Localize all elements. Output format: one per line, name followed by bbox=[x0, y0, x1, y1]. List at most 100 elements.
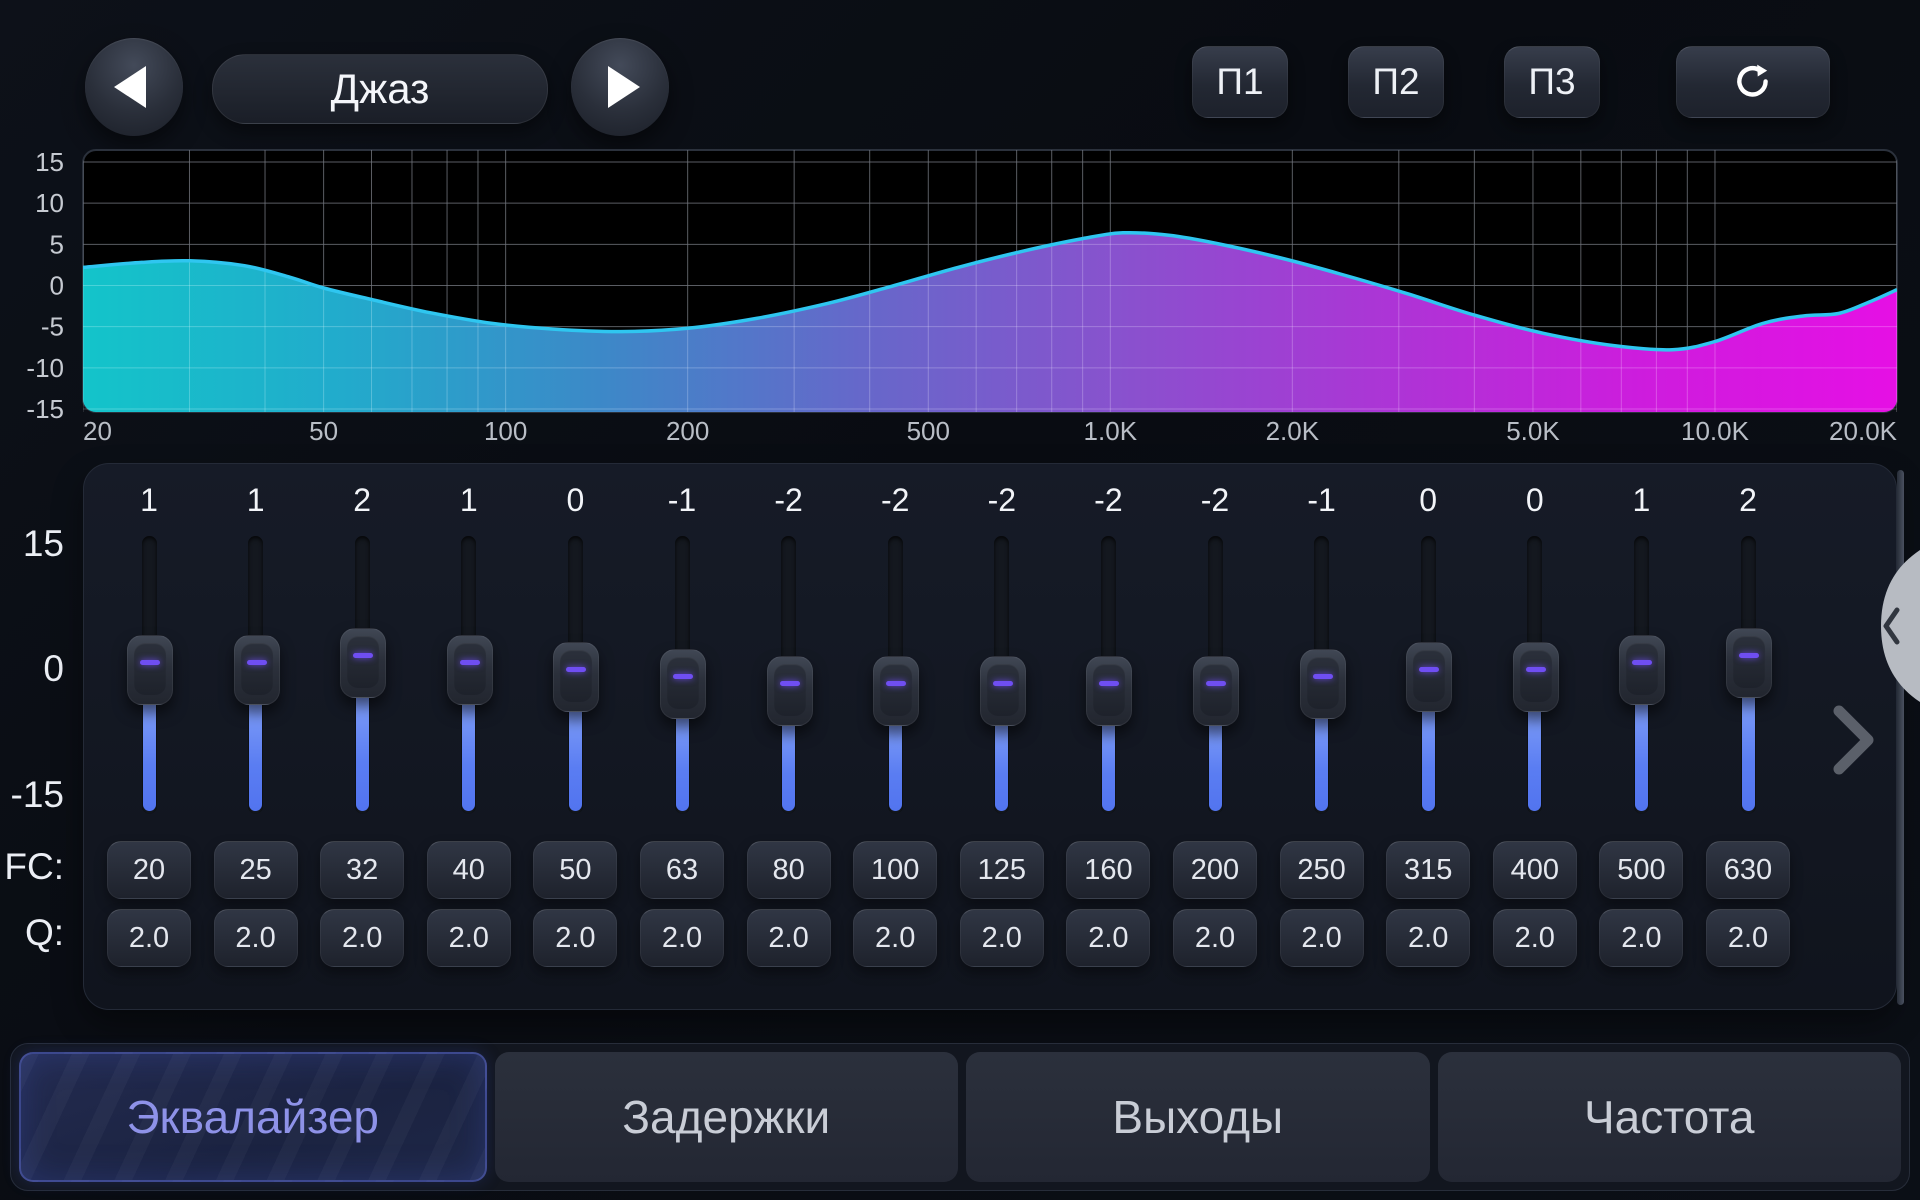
band-11-gain-value: -2 bbox=[1200, 482, 1230, 518]
band-9-gain-value: -2 bbox=[987, 482, 1017, 518]
preset-name-display[interactable]: Джаз bbox=[212, 54, 548, 124]
band-8-fc-button[interactable]: 100 bbox=[853, 841, 938, 899]
band-9-fc-button[interactable]: 125 bbox=[959, 841, 1044, 899]
band-9-slider-thumb[interactable] bbox=[979, 656, 1026, 726]
band-12-fc-button[interactable]: 250 bbox=[1279, 841, 1364, 899]
thumb-dash-icon bbox=[992, 681, 1013, 686]
panel-edge-highlight bbox=[1897, 470, 1904, 1005]
previous-preset-button[interactable] bbox=[85, 38, 183, 136]
reset-button[interactable] bbox=[1676, 46, 1830, 118]
band-1-q-button[interactable]: 2.0 bbox=[107, 909, 191, 967]
thumb-inner bbox=[1413, 650, 1446, 702]
slider-scale-zero: 0 bbox=[43, 648, 64, 689]
band-3-q-button[interactable]: 2.0 bbox=[320, 909, 405, 967]
band-12-gain-value: -1 bbox=[1307, 482, 1336, 518]
band-15-q-button[interactable]: 2.0 bbox=[1599, 909, 1684, 967]
tab-frequency[interactable]: Частота bbox=[1437, 1052, 1901, 1182]
band-6-q-button[interactable]: 2.0 bbox=[640, 909, 724, 967]
thumb-dash-icon bbox=[673, 674, 693, 679]
band-6-slider-thumb[interactable] bbox=[660, 649, 706, 719]
band-5-gain-value: 0 bbox=[566, 482, 585, 518]
preset-slot-2-label: П2 bbox=[1372, 61, 1420, 102]
band-4-q-button[interactable]: 2.0 bbox=[426, 909, 511, 967]
preset-slot-1-button[interactable]: П1 bbox=[1192, 46, 1288, 118]
band-7-fc-button[interactable]: 80 bbox=[746, 841, 831, 899]
band-16-fc-button[interactable]: 630 bbox=[1706, 841, 1790, 899]
band-10-fc-button[interactable]: 160 bbox=[1066, 841, 1151, 899]
side-drawer-handle[interactable] bbox=[1856, 546, 1920, 711]
thumb-dash-icon bbox=[886, 681, 907, 686]
band-8-slider-thumb[interactable] bbox=[873, 656, 920, 726]
band-3-fc-button[interactable]: 32 bbox=[320, 841, 405, 899]
expand-more-bands-button[interactable] bbox=[1832, 704, 1880, 781]
band-8-q-button[interactable]: 2.0 bbox=[853, 909, 938, 967]
band-4-fc-button[interactable]: 40 bbox=[426, 841, 511, 899]
band-1-slider-thumb[interactable] bbox=[127, 635, 173, 705]
thumb-dash-icon bbox=[1312, 674, 1333, 679]
band-10-slider-thumb[interactable] bbox=[1086, 656, 1133, 726]
band-5-q-button[interactable]: 2.0 bbox=[533, 909, 618, 967]
preset-slot-3-button[interactable]: П3 bbox=[1504, 46, 1600, 118]
thumb-dash-icon bbox=[459, 660, 480, 665]
thumb-inner bbox=[560, 650, 593, 702]
band-15-slider-thumb[interactable] bbox=[1619, 635, 1666, 705]
band-1-fc-button[interactable]: 20 bbox=[107, 841, 191, 899]
band-11-slider-fill bbox=[1208, 718, 1222, 811]
band-4-slider-thumb[interactable] bbox=[446, 635, 493, 705]
x-axis-tick: 500 bbox=[907, 416, 950, 446]
band-14-q-button[interactable]: 2.0 bbox=[1492, 909, 1577, 967]
thumb-inner bbox=[134, 643, 166, 695]
preset-name: Джаз bbox=[330, 65, 430, 112]
band-3-slider-thumb[interactable] bbox=[340, 628, 387, 698]
band-13-q-button[interactable]: 2.0 bbox=[1386, 909, 1471, 967]
slider-scale-top: 15 bbox=[22, 523, 64, 564]
band-14-slider-thumb[interactable] bbox=[1512, 642, 1559, 712]
tab-equalizer[interactable]: Эквалайзер bbox=[19, 1052, 487, 1182]
band-12-q-button[interactable]: 2.0 bbox=[1279, 909, 1364, 967]
tab-outputs-label: Выходы bbox=[1112, 1091, 1284, 1143]
band-12-slider-fill bbox=[1315, 711, 1329, 811]
band-2-q-button[interactable]: 2.0 bbox=[213, 909, 298, 967]
refresh-icon bbox=[1737, 64, 1768, 97]
band-5-slider-thumb[interactable] bbox=[553, 642, 600, 712]
preset-slot-3-label: П3 bbox=[1528, 61, 1576, 102]
band-4-slider-fill bbox=[462, 697, 476, 811]
band-15-fc-button[interactable]: 500 bbox=[1599, 841, 1684, 899]
band-11-fc-button[interactable]: 200 bbox=[1173, 841, 1257, 899]
band-7-q-button[interactable]: 2.0 bbox=[746, 909, 831, 967]
band-9-q-button[interactable]: 2.0 bbox=[959, 909, 1044, 967]
band-7-slider-thumb[interactable] bbox=[766, 656, 813, 726]
thumb-inner bbox=[667, 657, 699, 709]
x-axis-tick: 50 bbox=[309, 416, 338, 446]
band-12-slider-thumb[interactable] bbox=[1299, 649, 1346, 719]
thumb-dash-icon bbox=[353, 653, 374, 658]
band-2-fc-button[interactable]: 25 bbox=[213, 841, 298, 899]
thumb-inner bbox=[347, 636, 380, 688]
band-11-q-button[interactable]: 2.0 bbox=[1173, 909, 1257, 967]
band-16-slider-thumb[interactable] bbox=[1726, 628, 1772, 698]
thumb-inner bbox=[1626, 643, 1659, 695]
band-5-slider-fill bbox=[568, 704, 582, 811]
preset-slot-2-button[interactable]: П2 bbox=[1348, 46, 1444, 118]
band-6-fc-button[interactable]: 63 bbox=[640, 841, 724, 899]
band-15-slider-fill bbox=[1634, 697, 1648, 811]
tab-outputs[interactable]: Выходы bbox=[966, 1052, 1430, 1182]
band-13-fc-button[interactable]: 315 bbox=[1386, 841, 1471, 899]
band-11-slider-thumb[interactable] bbox=[1193, 656, 1239, 726]
next-preset-button[interactable] bbox=[571, 38, 669, 136]
band-14-fc-button[interactable]: 400 bbox=[1492, 841, 1577, 899]
bottom-tab-bar: Эквалайзер Задержки Выходы Частота bbox=[10, 1043, 1910, 1191]
band-1-gain-value: 1 bbox=[140, 482, 158, 518]
band-10-gain-value: -2 bbox=[1094, 482, 1123, 518]
tab-delays-label: Задержки bbox=[622, 1091, 831, 1143]
band-10-q-button[interactable]: 2.0 bbox=[1066, 909, 1151, 967]
band-16-q-button[interactable]: 2.0 bbox=[1706, 909, 1790, 967]
x-axis-tick: 20 bbox=[83, 416, 112, 446]
band-2-gain-value: 1 bbox=[246, 482, 265, 518]
band-5-fc-button[interactable]: 50 bbox=[533, 841, 618, 899]
band-13-slider-thumb[interactable] bbox=[1406, 642, 1453, 712]
thumb-dash-icon bbox=[1739, 653, 1759, 658]
band-2-slider-thumb[interactable] bbox=[233, 635, 280, 705]
tab-delays[interactable]: Задержки bbox=[494, 1052, 958, 1182]
